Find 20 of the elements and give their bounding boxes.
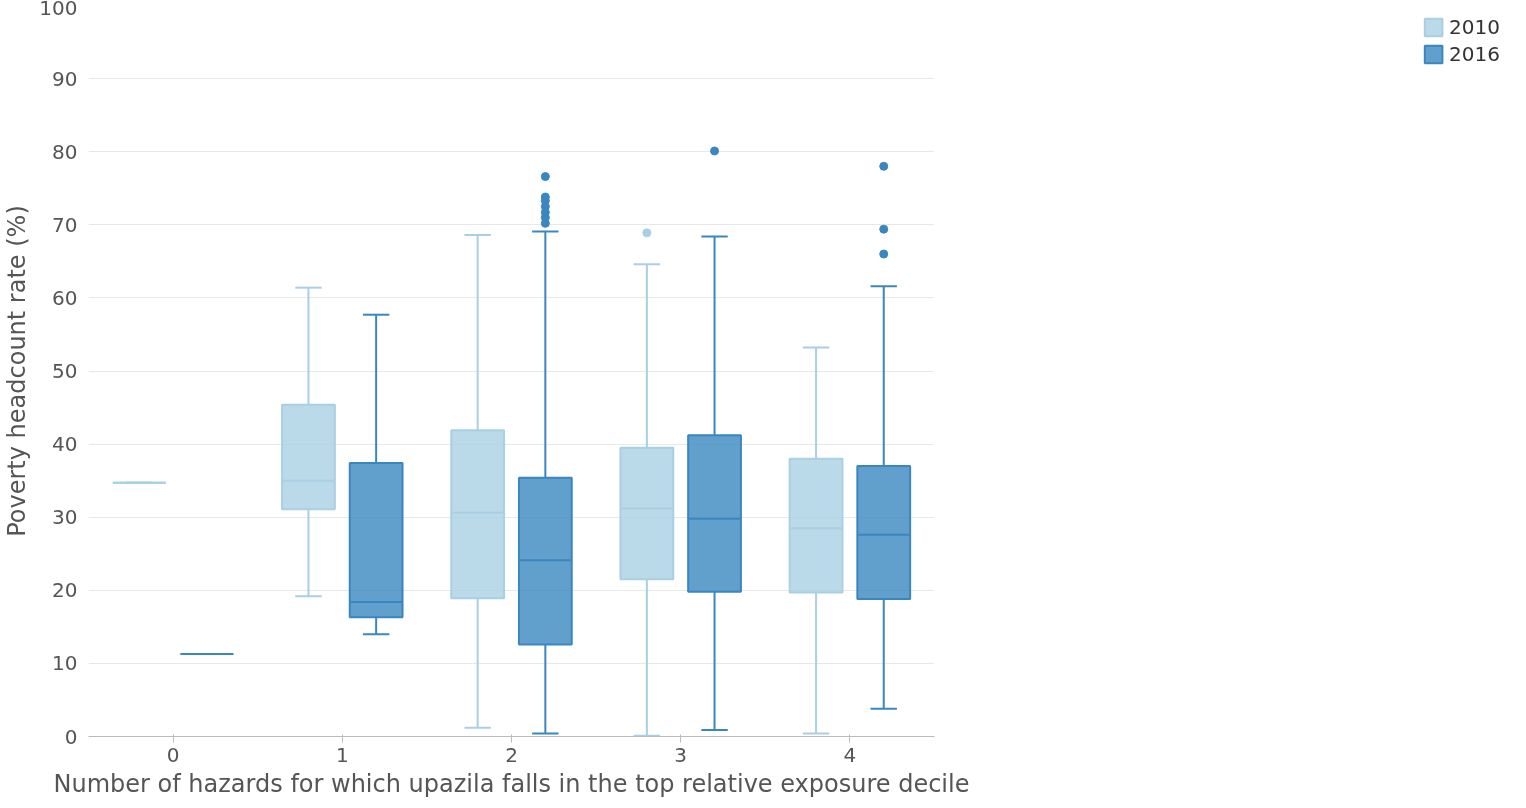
- y-tick-label: 20: [52, 578, 78, 603]
- y-tick-label: 60: [52, 285, 78, 310]
- y-tick-label: 80: [52, 139, 78, 164]
- x-tick-label: 4: [843, 742, 857, 767]
- legend-label: 2010: [1449, 15, 1500, 39]
- y-tick-label: 70: [52, 212, 78, 237]
- legend-label: 2016: [1449, 42, 1500, 66]
- y-tick-label: 0: [64, 724, 78, 749]
- x-axis-title: Number of hazards for which upazila falls in the top relative exposure decile: [53, 769, 970, 798]
- y-tick-label: 50: [52, 359, 78, 383]
- y-tick-label: 40: [52, 432, 78, 457]
- y-tick-label: 100: [39, 0, 78, 20]
- y-tick-label: 90: [52, 66, 78, 91]
- x-tick-label: 1: [335, 742, 349, 767]
- x-tick-label: 2: [505, 742, 518, 767]
- y-tick-label: 30: [52, 505, 78, 530]
- y-axis-title: Poverty headcount rate (%): [3, 205, 32, 537]
- y-tick-label: 10: [52, 651, 78, 676]
- x-tick-label: 0: [166, 742, 180, 767]
- x-tick-label: 3: [674, 742, 688, 767]
